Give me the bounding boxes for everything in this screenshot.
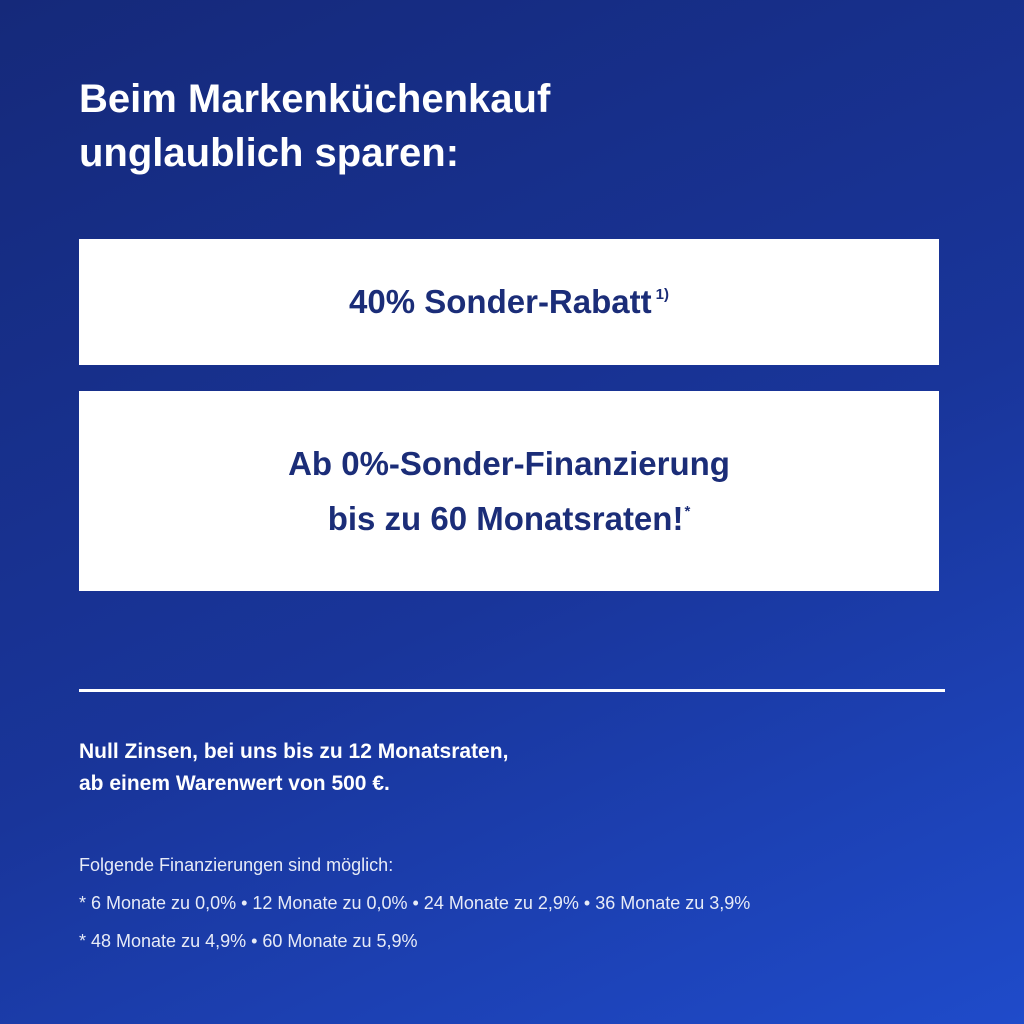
financing-offer-line-2: bis zu 60 Monatsraten!* bbox=[328, 488, 691, 543]
headline: Beim Markenküchenkauf unglaublich sparen… bbox=[79, 72, 959, 180]
headline-line-2: unglaublich sparen: bbox=[79, 131, 460, 175]
zero-interest-line-2: ab einem Warenwert von 500 €. bbox=[79, 772, 390, 795]
discount-offer-box: 40% Sonder-Rabatt 1) bbox=[79, 239, 939, 365]
fine-print-row-2: * 48 Monate zu 4,9% • 60 Monate zu 5,9% bbox=[79, 931, 418, 951]
discount-footnote-marker: 1) bbox=[655, 286, 669, 303]
zero-interest-line-1: Null Zinsen, bei uns bis zu 12 Monatsrat… bbox=[79, 740, 509, 763]
zero-interest-note: Null Zinsen, bei uns bis zu 12 Monatsrat… bbox=[79, 736, 959, 800]
fine-print-heading: Folgende Finanzierungen sind möglich: bbox=[79, 855, 394, 875]
divider bbox=[79, 689, 945, 692]
financing-offer-box: Ab 0%-Sonder-Finanzierung bis zu 60 Mona… bbox=[79, 391, 939, 591]
headline-line-1: Beim Markenküchenkauf bbox=[79, 77, 551, 121]
fine-print-row-1: * 6 Monate zu 0,0% • 12 Monate zu 0,0% •… bbox=[79, 893, 751, 913]
discount-offer: 40% Sonder-Rabatt 1) bbox=[349, 283, 669, 321]
financing-offer-line-1: Ab 0%-Sonder-Finanzierung bbox=[288, 444, 730, 482]
financing-offer-line-2-text: bis zu 60 Monatsraten! bbox=[327, 499, 684, 537]
financing-fine-print: Folgende Finanzierungen sind möglich: * … bbox=[79, 846, 979, 960]
discount-offer-text: 40% Sonder-Rabatt bbox=[349, 283, 652, 320]
financing-footnote-marker: * bbox=[684, 502, 691, 520]
